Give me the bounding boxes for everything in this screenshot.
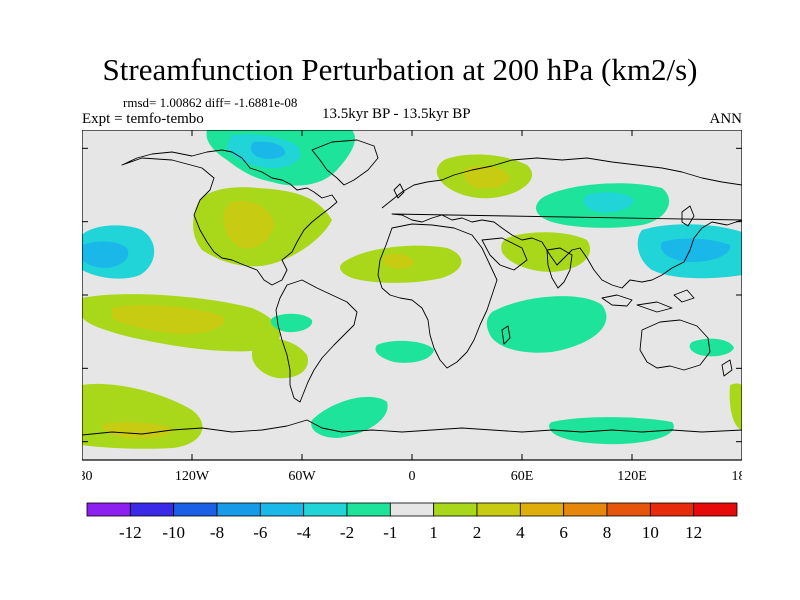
coast-uk xyxy=(393,183,405,199)
colorbar-swatch xyxy=(303,502,348,517)
contour-region-nw-pacific-core xyxy=(660,238,731,263)
colorbar-label: -1 xyxy=(383,523,397,542)
colorbar: -12 -10 -8 -6 -4 -2 -1 1 2 4 6 8 10 12 xyxy=(86,502,738,542)
contour-region-tropical-pacific xyxy=(270,313,313,333)
coast-japan xyxy=(681,205,695,227)
coastlines xyxy=(82,139,742,436)
colorbar-swatch xyxy=(563,502,608,517)
lon-tick-label: 180 xyxy=(82,469,93,484)
contour-region-north-africa-core xyxy=(383,254,414,269)
colorbar-swatch xyxy=(216,502,261,517)
period-subtitle: 13.5kyr BP - 13.5kyr BP xyxy=(322,106,471,122)
coast-greenland xyxy=(311,139,379,186)
contour-region-south-atlantic xyxy=(375,340,434,363)
colorbar-label: 1 xyxy=(429,523,438,542)
colorbar-label: -12 xyxy=(119,523,142,542)
colorbar-swatch xyxy=(173,502,218,517)
colorbar-label: -6 xyxy=(253,523,267,542)
contour-region-arctic-canada-center xyxy=(250,141,286,159)
colorbar-swatch xyxy=(389,502,435,517)
contour-region-alaska xyxy=(298,141,344,166)
coast-arabia xyxy=(481,237,528,271)
contour-region-ne-pacific-core xyxy=(82,241,129,268)
lon-tick-label: 120W xyxy=(175,469,210,484)
colorbar-swatch xyxy=(129,502,175,517)
colorbar-label: 4 xyxy=(516,523,525,542)
colorbar-label: 2 xyxy=(473,523,482,542)
colorbar-label: 12 xyxy=(685,523,702,542)
coast-europe-asia xyxy=(381,157,742,289)
colorbar-label: -10 xyxy=(162,523,185,542)
colorbar-label: -4 xyxy=(297,523,312,542)
lon-tick-label: 180 xyxy=(732,469,743,484)
colorbar-label: 6 xyxy=(559,523,568,542)
anomaly-field xyxy=(82,130,742,449)
colorbar-swatch xyxy=(86,502,131,517)
colorbar-label: 10 xyxy=(642,523,659,542)
colorbar-swatch xyxy=(519,502,565,517)
colorbar-swatch xyxy=(259,502,305,517)
colorbar-swatch xyxy=(476,502,521,517)
contour-region-southern-ocean-indian xyxy=(549,417,674,445)
colorbar-swatch xyxy=(649,502,695,517)
streamfunction-map: 180120W60W060E120E180 80N40N040S80S -12-… xyxy=(82,130,742,542)
colorbar-swatch xyxy=(693,502,738,517)
coast-new-zealand xyxy=(721,359,733,377)
contour-region-europe-core xyxy=(463,166,510,189)
colorbar-swatch xyxy=(433,502,478,517)
lon-tick-label: 60W xyxy=(288,469,316,484)
lon-tick-label: 0 xyxy=(409,469,416,484)
coast-north-america xyxy=(121,149,338,286)
contour-region-southern-ocean-atlantic xyxy=(311,396,388,438)
coast-antarctica xyxy=(82,419,742,436)
coast-africa xyxy=(377,223,498,369)
colorbar-label: 8 xyxy=(603,523,612,542)
contour-region-south-america-west xyxy=(252,338,308,379)
lon-tick-label: 120E xyxy=(617,469,647,484)
experiment-label: Expt = temfo-tembo xyxy=(82,111,204,127)
contour-region-australia-east xyxy=(689,338,734,357)
contour-region-central-asia-core xyxy=(583,192,634,213)
coast-madagascar xyxy=(501,325,511,345)
map-title: Streamfunction Perturbation at 200 hPa (… xyxy=(102,52,698,87)
contour-region-indian-ocean xyxy=(486,296,607,353)
contour-region-south-asia xyxy=(501,232,591,272)
longitude-axis: 180 120W 60W 0 60E 120E 180 xyxy=(82,130,742,484)
colorbar-label: -2 xyxy=(340,523,354,542)
contour-region-north-america-core xyxy=(223,201,274,249)
coast-australia xyxy=(639,319,711,371)
coast-india xyxy=(546,247,573,289)
coast-indonesia xyxy=(601,289,695,313)
contour-region-south-pacific-core xyxy=(112,305,225,334)
colorbar-swatch xyxy=(346,502,391,517)
colorbar-label: -8 xyxy=(210,523,224,542)
season-label: ANN xyxy=(709,111,743,127)
coast-south-america xyxy=(275,279,358,403)
rmsd-diff-stats: rmsd= 1.00862 diff= -1.6881e-08 xyxy=(123,95,298,110)
contour-region-southern-ocean-east xyxy=(729,383,742,430)
contour-region-southern-ocean-west-core xyxy=(101,422,173,439)
lon-tick-label: 60E xyxy=(511,469,534,484)
colorbar-swatch xyxy=(606,502,651,517)
latitude-axis: 80N40N040S80S xyxy=(82,147,742,443)
